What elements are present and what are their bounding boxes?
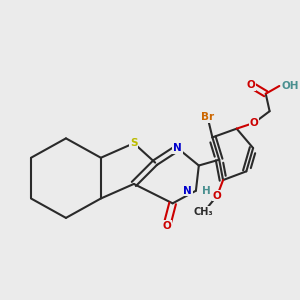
Text: O: O [162, 220, 171, 231]
Text: N: N [183, 186, 192, 196]
Text: N: N [173, 143, 182, 153]
Text: CH₃: CH₃ [194, 207, 214, 217]
Text: O: O [250, 118, 259, 128]
Text: O: O [247, 80, 256, 90]
Text: Br: Br [201, 112, 214, 122]
Text: H: H [202, 186, 211, 196]
Text: O: O [213, 190, 222, 201]
Text: S: S [130, 138, 138, 148]
Text: OH: OH [281, 81, 299, 91]
